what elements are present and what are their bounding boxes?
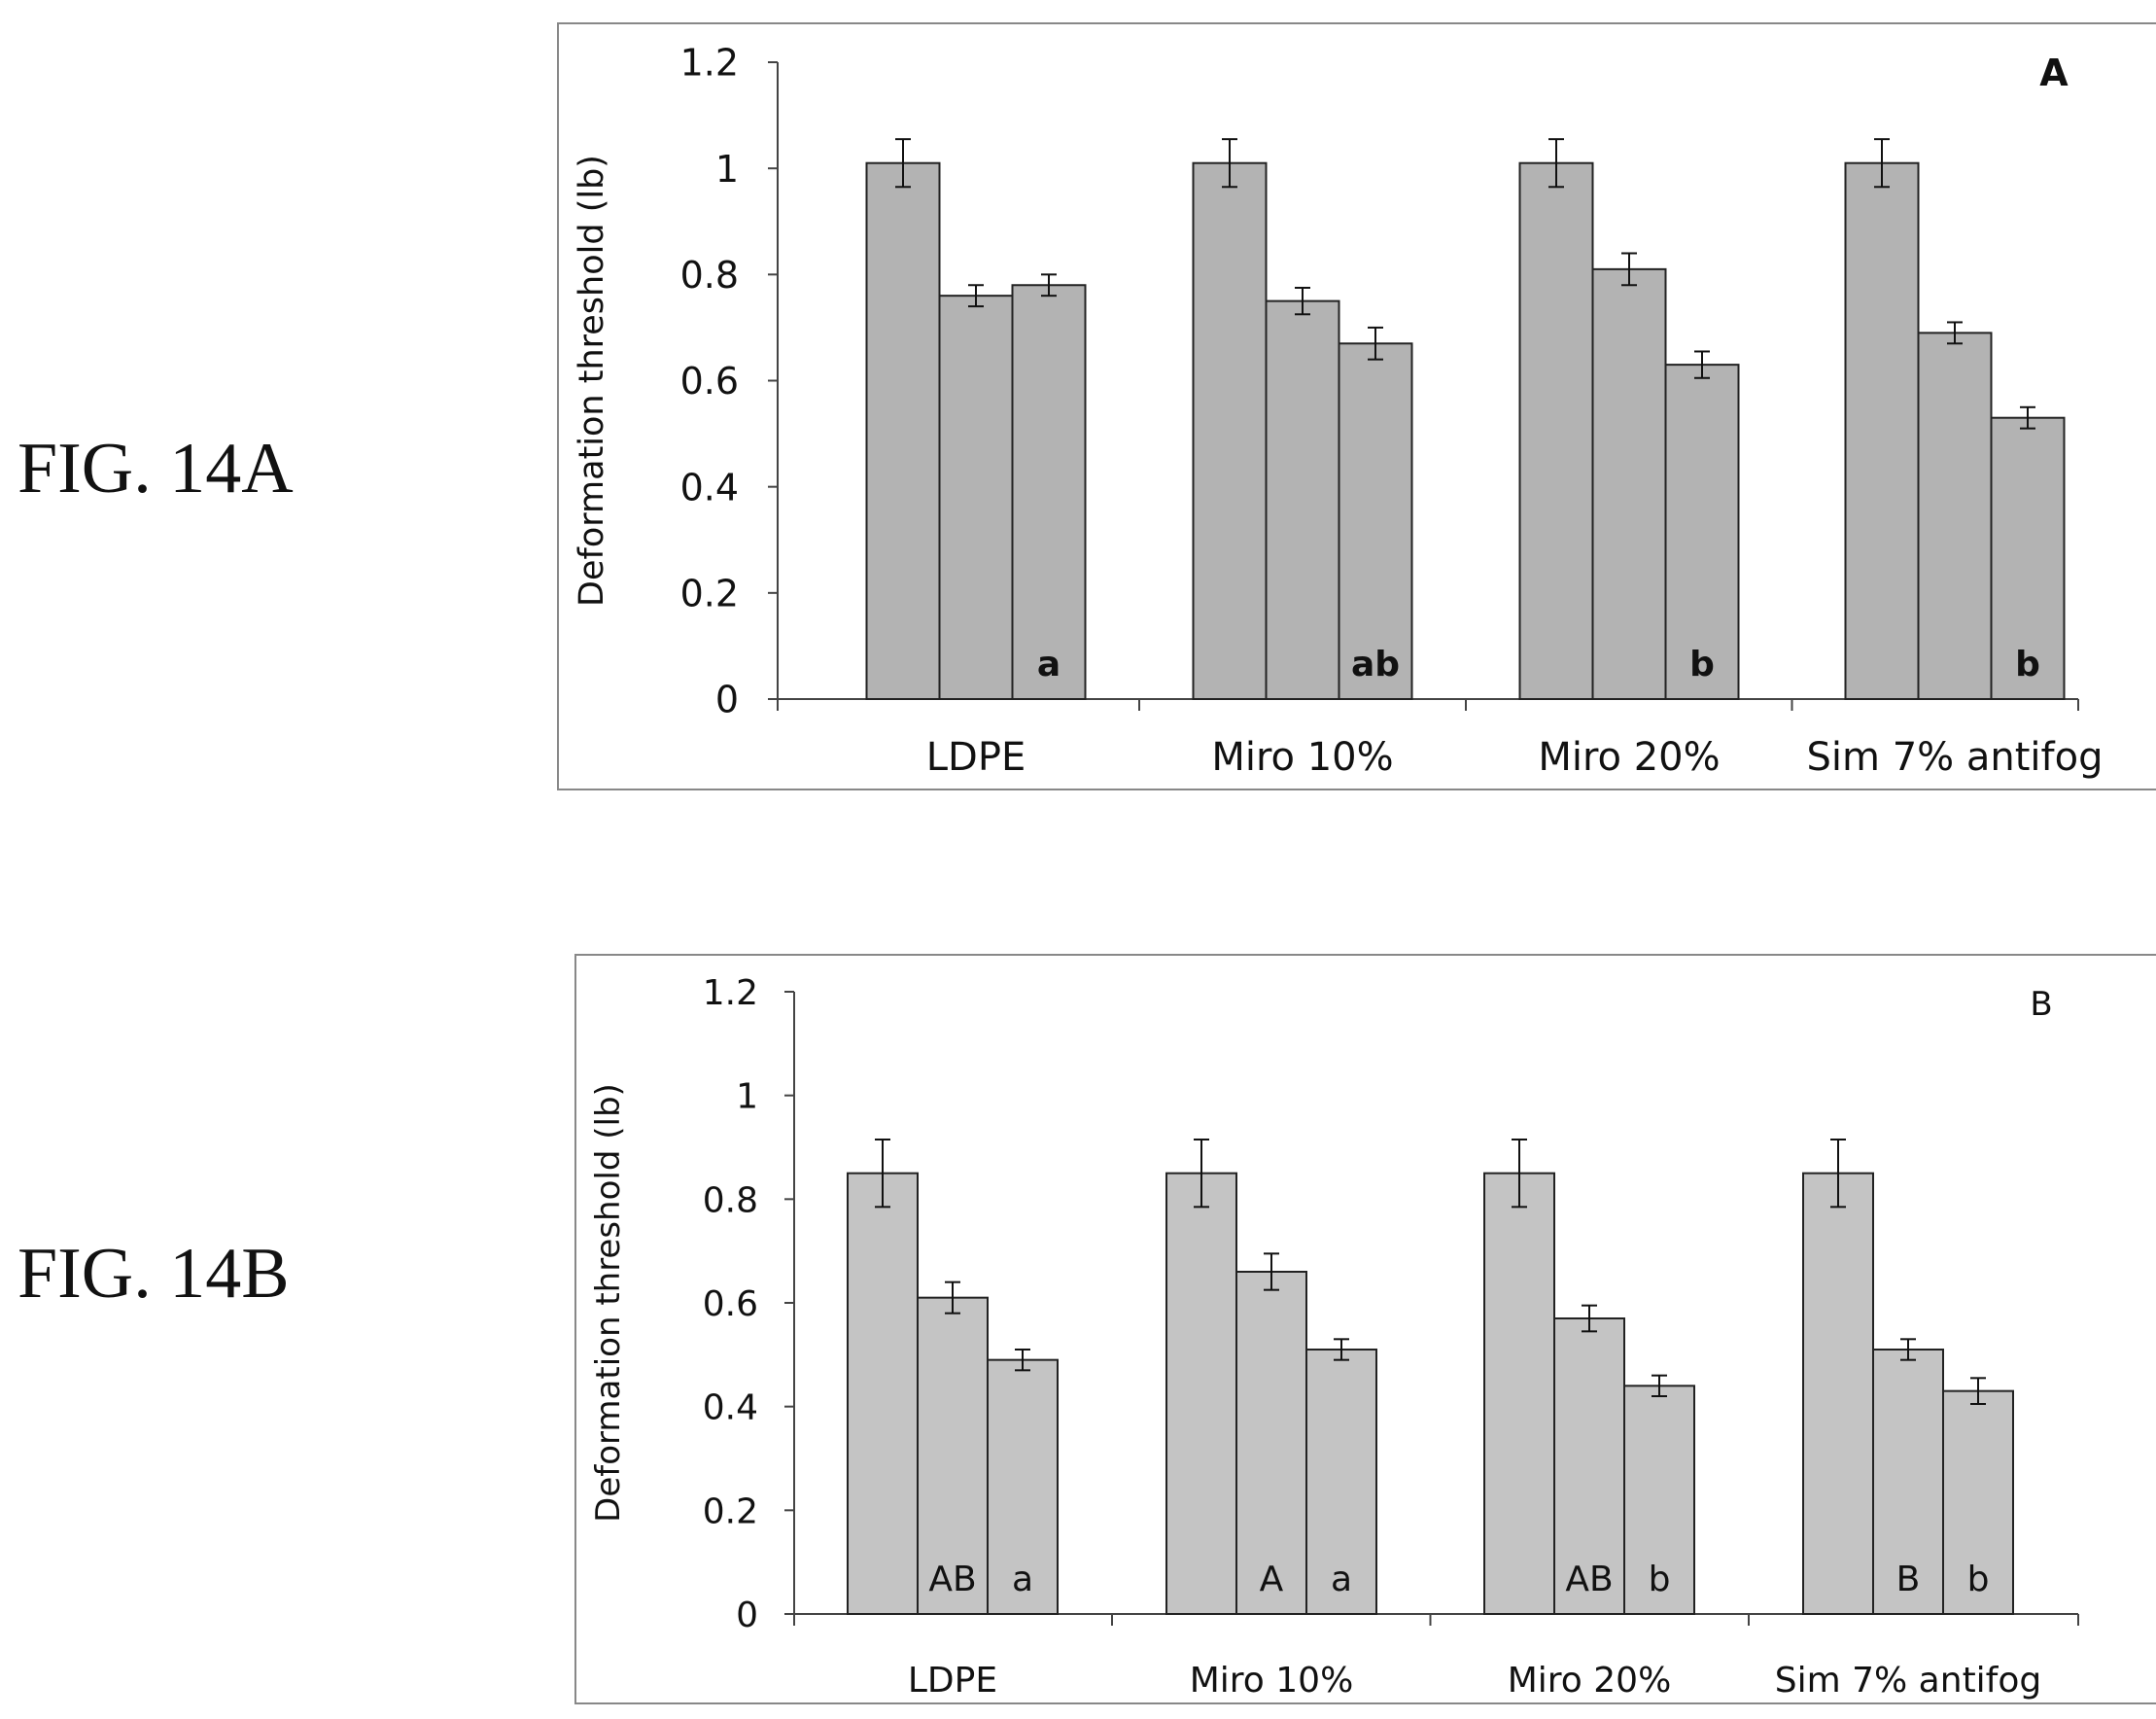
significance-letter: AB — [1565, 1560, 1613, 1599]
bar — [1990, 416, 2066, 700]
y-tick-label: 0.8 — [680, 254, 739, 297]
y-tick-label: 1.2 — [680, 42, 739, 85]
y-tick-label: 0.6 — [703, 1284, 758, 1324]
bar — [1165, 1172, 1237, 1615]
y-tick-label: 0.4 — [680, 466, 739, 509]
y-tick-label: 1.2 — [703, 973, 758, 1013]
category-label: Miro 20% — [1508, 1661, 1672, 1701]
significance-letter: AB — [928, 1560, 976, 1599]
bar — [1942, 1389, 2014, 1615]
bar — [1623, 1385, 1695, 1616]
chart-frame — [574, 954, 2156, 1704]
category-label: Sim 7% antifog — [1775, 1661, 2041, 1701]
bar — [1483, 1172, 1555, 1615]
bar — [1011, 284, 1087, 700]
y-tick-label: 0 — [736, 1596, 758, 1635]
significance-letter: ab — [1351, 645, 1400, 684]
y-tick-label: 1 — [715, 148, 739, 191]
significance-letter: a — [1331, 1560, 1352, 1599]
y-tick-label: 0.6 — [680, 360, 739, 403]
significance-letter: b — [1967, 1560, 1990, 1599]
chart-a: 0 0.2 0.4 0.6 0.8 1 1.2 LDPE Miro 10% Miro 20% Sim… — [557, 22, 2156, 790]
y-tick-label: 0.2 — [703, 1491, 758, 1531]
y-tick-label: 0 — [715, 679, 739, 721]
y-tick-label: 1 — [736, 1077, 758, 1117]
significance-letter: a — [1012, 1560, 1033, 1599]
bar — [1305, 1349, 1377, 1615]
y-axis-label: Deformation threshold (lb) — [589, 1083, 628, 1523]
category-label: LDPE — [908, 1661, 997, 1701]
significance-letter: b — [1649, 1560, 1671, 1599]
bar — [1802, 1172, 1874, 1615]
y-tick-label: 0.4 — [703, 1388, 758, 1428]
bar — [1192, 161, 1268, 701]
significance-letter: a — [1037, 645, 1061, 684]
figure-label-14a: FIG. 14A — [17, 429, 294, 509]
panel-letter: B — [2030, 985, 2052, 1024]
significance-letter: b — [2015, 645, 2040, 684]
bar — [987, 1358, 1059, 1615]
bar — [1872, 1349, 1944, 1615]
bar — [1265, 299, 1340, 700]
figure-label-14b: FIG. 14B — [17, 1234, 290, 1314]
y-axis-label: Deformation threshold (lb) — [573, 155, 611, 607]
bar — [1844, 161, 1920, 701]
significance-letter: b — [1689, 645, 1715, 684]
category-label: Miro 10% — [1211, 735, 1393, 780]
chart-b: 0 0.2 0.4 0.6 0.8 1 1.2 LDPE Miro 10% Miro 20% Sim… — [574, 954, 2156, 1704]
chart-frame — [557, 22, 2156, 790]
significance-letter: B — [1896, 1560, 1921, 1599]
bar — [1338, 342, 1413, 700]
y-tick-label: 0.8 — [703, 1180, 758, 1220]
category-label: Miro 20% — [1538, 735, 1720, 780]
bar — [865, 161, 941, 701]
panel-letter: A — [2039, 52, 2069, 94]
category-label: Sim 7% antifog — [1807, 735, 2104, 780]
bar — [1591, 267, 1667, 700]
bar — [1518, 161, 1594, 701]
y-tick-label: 0.2 — [680, 573, 739, 615]
bar — [847, 1172, 919, 1615]
bar — [938, 295, 1014, 700]
category-label: Miro 10% — [1190, 1661, 1354, 1701]
category-label: LDPE — [926, 735, 1026, 780]
significance-letter: A — [1260, 1560, 1284, 1599]
bar — [1917, 332, 1993, 700]
bar — [1664, 364, 1740, 700]
